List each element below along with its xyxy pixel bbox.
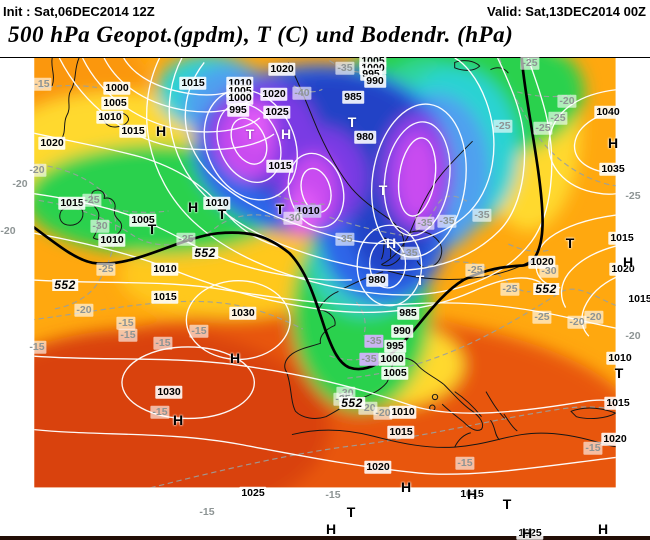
map-bottom-border (0, 536, 650, 540)
isobar-lines (34, 58, 616, 475)
weather-map-svg (34, 58, 616, 488)
weather-map (0, 57, 650, 538)
map-title: 500 hPa Geopot.(gpdm), T (C) und Bodendr… (8, 22, 514, 47)
map-header: Init : Sat,06DEC2014 12Z Valid: Sat,13DE… (0, 0, 650, 57)
valid-time-label: Valid: Sat,13DEC2014 00Z (487, 4, 646, 19)
init-time-label: Init : Sat,06DEC2014 12Z (3, 4, 155, 19)
thickness-552-contour (34, 58, 544, 371)
